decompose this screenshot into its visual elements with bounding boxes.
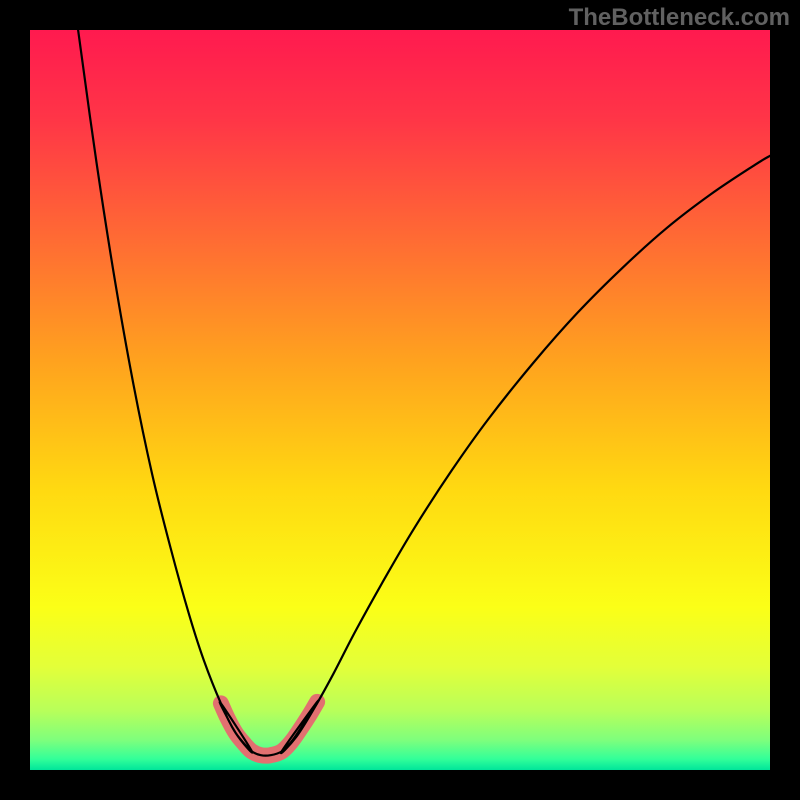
gradient-background — [30, 30, 770, 770]
watermark-text: TheBottleneck.com — [569, 4, 790, 32]
chart-svg — [30, 30, 770, 770]
plot-area — [30, 30, 770, 770]
